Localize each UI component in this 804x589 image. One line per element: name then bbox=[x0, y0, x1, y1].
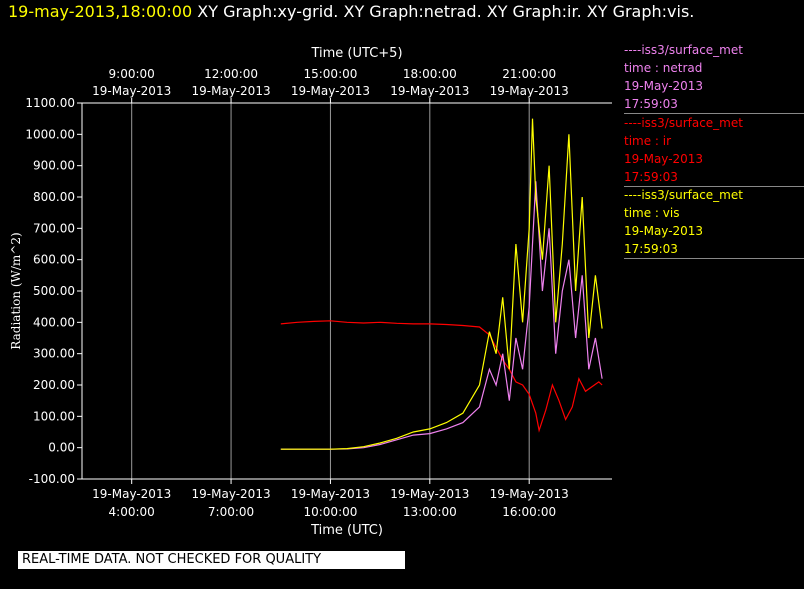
legend-vis-date: 19-May-2013 bbox=[624, 224, 704, 238]
y-tick-label: 1100.00 bbox=[25, 96, 75, 110]
x-axis-title: Time (UTC) bbox=[310, 523, 383, 538]
top-tick-label-time: 12:00:00 bbox=[204, 67, 258, 81]
header-timestamp: 19-may-2013,18:00:00 bbox=[8, 2, 193, 21]
quality-disclaimer: REAL-TIME DATA. NOT CHECKED FOR QUALITY bbox=[18, 551, 405, 569]
x-tick-label-time: 7:00:00 bbox=[208, 505, 254, 519]
y-tick-label: 800.00 bbox=[33, 190, 75, 204]
series-line-time-ir bbox=[280, 320, 603, 433]
top-tick-label-date: 19-May-2013 bbox=[390, 84, 469, 98]
top-tick-label-date: 19-May-2013 bbox=[92, 84, 171, 98]
top-tick-label-date: 19-May-2013 bbox=[490, 84, 569, 98]
y-tick-label: 700.00 bbox=[33, 221, 75, 235]
y-tick-label: 600.00 bbox=[33, 253, 75, 267]
top-x-axis-title: Time (UTC+5) bbox=[310, 46, 402, 61]
legend-vis-source: ----iss3/surface_met bbox=[624, 188, 743, 202]
legend-netrad-time: 17:59:03 bbox=[624, 95, 804, 114]
x-tick-label-time: 13:00:00 bbox=[403, 505, 457, 519]
y-tick-label: 300.00 bbox=[33, 347, 75, 361]
x-tick-label-date: 19-May-2013 bbox=[291, 487, 370, 501]
x-tick-label-date: 19-May-2013 bbox=[490, 487, 569, 501]
y-tick-label: -100.00 bbox=[29, 472, 75, 486]
x-tick-label-time: 10:00:00 bbox=[303, 505, 357, 519]
y-tick-label: 900.00 bbox=[33, 159, 75, 173]
series-line-time-vis bbox=[280, 118, 603, 450]
legend-ir: ----iss3/surface_met time : ir 19-May-20… bbox=[624, 114, 804, 187]
x-tick-label-time: 4:00:00 bbox=[109, 505, 155, 519]
x-tick-label-date: 19-May-2013 bbox=[92, 487, 171, 501]
y-tick-label: 500.00 bbox=[33, 284, 75, 298]
y-tick-label: 0.00 bbox=[48, 441, 75, 455]
x-tick-label-date: 19-May-2013 bbox=[192, 487, 271, 501]
top-tick-label-time: 21:00:00 bbox=[502, 67, 556, 81]
legend-netrad-var: time : netrad bbox=[624, 61, 703, 75]
y-axis-title: Radiation (W/m^2) bbox=[9, 232, 23, 349]
legend-netrad-date: 19-May-2013 bbox=[624, 79, 704, 93]
y-tick-label: 200.00 bbox=[33, 378, 75, 392]
top-tick-label-date: 19-May-2013 bbox=[192, 84, 271, 98]
y-tick-label: 400.00 bbox=[33, 315, 75, 329]
legend-ir-source: ----iss3/surface_met bbox=[624, 116, 743, 130]
top-tick-label-time: 15:00:00 bbox=[303, 67, 357, 81]
legend-ir-time: 17:59:03 bbox=[624, 168, 804, 187]
legend-vis-time: 17:59:03 bbox=[624, 240, 804, 259]
y-tick-label: 100.00 bbox=[33, 409, 75, 423]
legend-netrad-source: ----iss3/surface_met bbox=[624, 43, 743, 57]
legend-ir-var: time : ir bbox=[624, 134, 672, 148]
legend-ir-date: 19-May-2013 bbox=[624, 152, 704, 166]
x-tick-label-time: 16:00:00 bbox=[502, 505, 556, 519]
x-tick-label-date: 19-May-2013 bbox=[390, 487, 469, 501]
legend-netrad: ----iss3/surface_met time : netrad 19-Ma… bbox=[624, 41, 804, 114]
header: 19-may-2013,18:00:00 XY Graph:xy-grid. X… bbox=[8, 1, 694, 23]
top-tick-label-time: 18:00:00 bbox=[403, 67, 457, 81]
top-tick-label-time: 9:00:00 bbox=[109, 67, 155, 81]
top-tick-label-date: 19-May-2013 bbox=[291, 84, 370, 98]
header-graphs: XY Graph:xy-grid. XY Graph:netrad. XY Gr… bbox=[197, 2, 695, 21]
legend-vis-var: time : vis bbox=[624, 206, 680, 220]
legend-vis: ----iss3/surface_met time : vis 19-May-2… bbox=[624, 186, 804, 259]
series-line-time-netrad bbox=[280, 181, 603, 450]
y-tick-label: 1000.00 bbox=[25, 127, 75, 141]
